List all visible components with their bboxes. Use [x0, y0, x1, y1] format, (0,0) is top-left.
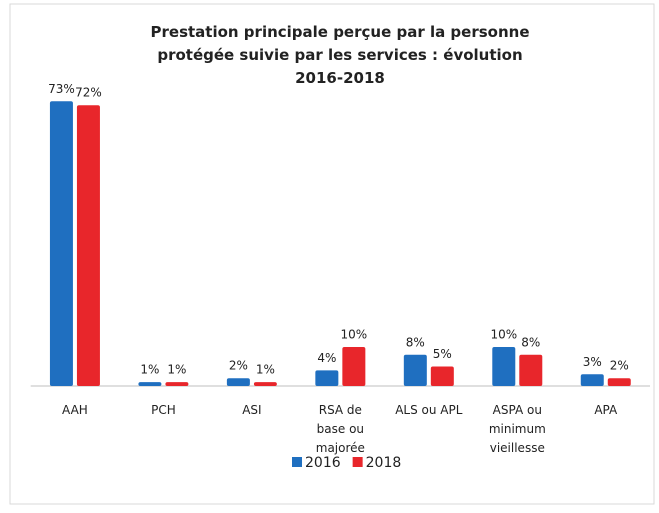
data-label: 2%	[610, 359, 629, 373]
bar	[165, 382, 189, 386]
x-tick-label: RSA de base ou majorée	[316, 403, 365, 455]
data-label: 1%	[140, 363, 159, 377]
data-label: 8%	[521, 335, 540, 349]
x-tick-label: AAH	[62, 403, 88, 417]
bar	[519, 354, 543, 386]
data-label: 4%	[317, 351, 336, 365]
data-label: 3%	[583, 355, 602, 369]
data-label: 73%	[48, 82, 75, 96]
chart-border	[9, 3, 655, 505]
bar	[226, 378, 250, 386]
data-label: 72%	[75, 86, 102, 100]
bar	[342, 347, 366, 386]
x-tick-label: APA	[594, 403, 618, 417]
bar	[492, 347, 516, 386]
legend-swatch	[352, 457, 363, 467]
legend-label: 2016	[305, 455, 341, 471]
legend-label: 2018	[366, 455, 402, 471]
data-label: 10%	[341, 328, 368, 342]
data-label: 2%	[229, 359, 248, 373]
bar	[138, 382, 162, 386]
bar	[430, 366, 454, 386]
bar	[253, 382, 277, 386]
bar	[403, 354, 427, 386]
bar	[76, 105, 100, 386]
bar	[580, 374, 604, 386]
legend-swatch	[292, 457, 302, 467]
x-tick-label: ASPA ou minimum vieillesse	[489, 403, 546, 455]
bar	[607, 378, 631, 386]
data-label: 1%	[167, 363, 186, 377]
x-tick-label: PCH	[151, 403, 176, 417]
data-label: 5%	[433, 347, 452, 361]
chart-title: Prestation principale perçue par la pers…	[151, 23, 530, 87]
x-tick-label: ALS ou APL	[395, 403, 463, 417]
x-tick-label: ASI	[242, 403, 261, 417]
data-label: 8%	[406, 335, 425, 349]
data-label: 1%	[256, 363, 275, 377]
data-label: 10%	[490, 328, 517, 342]
bar	[315, 370, 339, 386]
bar	[49, 101, 73, 387]
